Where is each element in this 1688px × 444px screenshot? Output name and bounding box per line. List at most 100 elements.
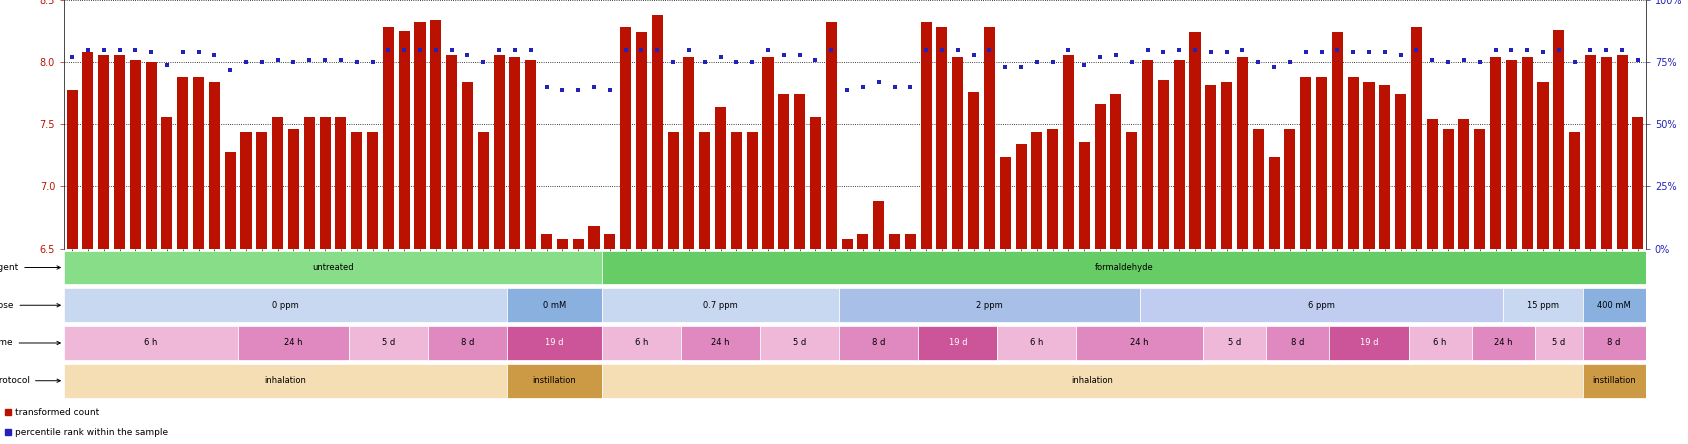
- Bar: [619, 28, 631, 249]
- Point: [263, 56, 290, 63]
- Bar: [572, 239, 584, 249]
- Text: 8 d: 8 d: [1291, 338, 1305, 348]
- Bar: [366, 132, 378, 249]
- Bar: [257, 132, 267, 249]
- Text: 24 h: 24 h: [284, 338, 302, 348]
- Bar: [1506, 59, 1518, 249]
- Text: 6 h: 6 h: [1030, 338, 1043, 348]
- Bar: [1411, 28, 1421, 249]
- Point: [1276, 59, 1303, 66]
- Bar: [130, 59, 140, 249]
- Bar: [64, 364, 506, 398]
- Point: [1545, 46, 1572, 53]
- Point: [913, 46, 940, 53]
- Point: [944, 46, 971, 53]
- Bar: [446, 55, 457, 249]
- Bar: [680, 326, 760, 360]
- Point: [565, 86, 592, 93]
- Point: [787, 51, 814, 58]
- Text: 19 d: 19 d: [1361, 338, 1379, 348]
- Bar: [905, 234, 917, 249]
- Point: [1323, 46, 1350, 53]
- Point: [216, 66, 243, 73]
- Point: [1150, 49, 1177, 56]
- Point: [993, 63, 1020, 71]
- Point: [248, 59, 275, 66]
- Bar: [778, 95, 790, 249]
- Point: [1023, 59, 1050, 66]
- Bar: [1600, 57, 1612, 249]
- Bar: [1031, 132, 1043, 249]
- Text: 24 h: 24 h: [711, 338, 729, 348]
- Point: [360, 59, 387, 66]
- Point: [295, 56, 322, 63]
- Point: [1197, 49, 1224, 56]
- Bar: [506, 364, 603, 398]
- Point: [233, 59, 260, 66]
- Bar: [1491, 57, 1501, 249]
- Point: [866, 79, 893, 86]
- Bar: [1237, 57, 1247, 249]
- Bar: [1190, 32, 1200, 249]
- Bar: [1173, 59, 1185, 249]
- Point: [138, 49, 165, 56]
- Text: 19 d: 19 d: [949, 338, 967, 348]
- Point: [1529, 49, 1556, 56]
- Bar: [98, 55, 110, 249]
- Bar: [557, 239, 567, 249]
- Point: [327, 56, 354, 63]
- Text: percentile rank within the sample: percentile rank within the sample: [15, 428, 169, 436]
- Bar: [1364, 82, 1374, 249]
- Bar: [1538, 82, 1548, 249]
- Bar: [1205, 84, 1217, 249]
- Point: [1117, 59, 1144, 66]
- Point: [122, 46, 149, 53]
- Point: [1514, 46, 1541, 53]
- Bar: [1332, 32, 1344, 249]
- Text: 0 mM: 0 mM: [544, 301, 565, 310]
- Bar: [1504, 288, 1583, 322]
- Bar: [1047, 129, 1058, 249]
- Bar: [525, 59, 537, 249]
- Point: [186, 49, 213, 56]
- Bar: [984, 28, 994, 249]
- Text: 0 ppm: 0 ppm: [272, 301, 299, 310]
- Bar: [731, 132, 743, 249]
- Point: [881, 83, 908, 91]
- Bar: [1553, 30, 1565, 249]
- Point: [1261, 63, 1288, 71]
- Bar: [1379, 84, 1391, 249]
- Text: 8 d: 8 d: [1607, 338, 1620, 348]
- Bar: [1394, 95, 1406, 249]
- Bar: [858, 234, 868, 249]
- Point: [1624, 56, 1651, 63]
- Point: [486, 46, 513, 53]
- Bar: [1617, 55, 1627, 249]
- Point: [770, 51, 797, 58]
- Bar: [1126, 132, 1138, 249]
- Bar: [289, 129, 299, 249]
- Point: [454, 51, 481, 58]
- Text: 24 h: 24 h: [1494, 338, 1512, 348]
- Point: [643, 46, 670, 53]
- Bar: [839, 326, 918, 360]
- Point: [1497, 46, 1524, 53]
- Point: [1420, 56, 1447, 63]
- Bar: [429, 326, 506, 360]
- Text: 6 ppm: 6 ppm: [1308, 301, 1335, 310]
- Bar: [998, 326, 1077, 360]
- Bar: [603, 250, 1646, 285]
- Bar: [493, 55, 505, 249]
- Bar: [1016, 144, 1026, 249]
- Bar: [304, 117, 316, 249]
- Bar: [83, 52, 93, 249]
- Text: 8 d: 8 d: [461, 338, 474, 348]
- Bar: [1474, 129, 1485, 249]
- Point: [549, 86, 576, 93]
- Point: [1070, 61, 1097, 68]
- Point: [390, 46, 417, 53]
- Bar: [478, 132, 490, 249]
- Bar: [1632, 117, 1644, 249]
- Bar: [542, 234, 552, 249]
- Point: [976, 46, 1003, 53]
